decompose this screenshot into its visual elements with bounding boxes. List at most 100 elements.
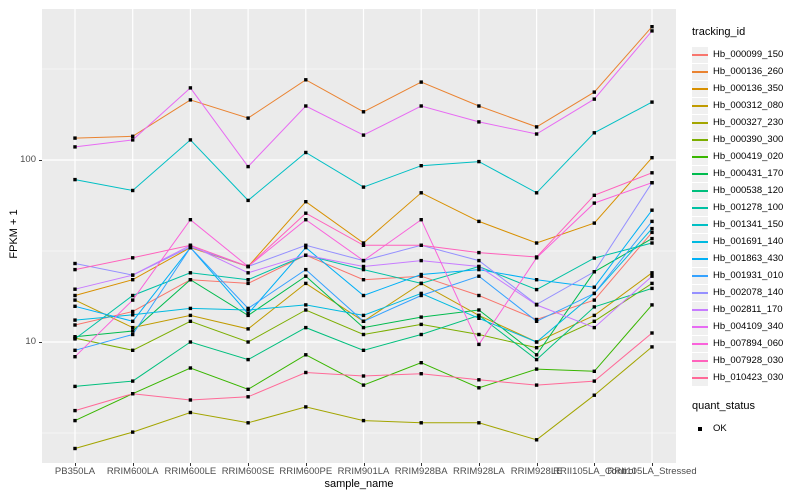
data-point [419,272,423,277]
data-point [592,97,596,101]
legend-item-label: Hb_007928_030 [713,355,784,366]
data-point [188,218,193,222]
legend-item-Hb_001691_140: Hb_001691_140 [692,233,798,250]
data-point [304,281,308,286]
data-point [246,357,250,362]
data-point [592,131,596,135]
data-point [650,171,654,175]
y-tick-mark [39,160,42,161]
legend-item-label: Hb_004109_340 [713,321,784,332]
data-point [419,243,423,247]
data-point [246,313,250,318]
data-point [361,110,366,114]
data-point [131,273,135,277]
y-tick-mark [39,342,42,343]
legend-key-swatch [692,131,708,148]
legend-item-Hb_000327_230: Hb_000327_230 [692,114,798,131]
data-point [73,337,77,341]
data-point [188,410,193,415]
data-point [188,138,193,142]
data-point [73,267,77,272]
data-point [131,138,135,142]
x-tick-mark [132,463,134,466]
legend-key-line [692,240,708,243]
data-point [188,86,193,90]
legend-key-line [692,291,708,294]
legend-item-Hb_002811_170: Hb_002811_170 [692,301,798,318]
legend-item-Hb_001278_100: Hb_001278_100 [692,199,798,216]
x-tick-label-RRIM901LA: RRIM901LA [337,466,390,477]
legend-key-swatch [692,46,708,63]
data-point [534,438,539,442]
legend-item-Hb_000312_080: Hb_000312_080 [692,97,798,114]
legend-item-Hb_000431_170: Hb_000431_170 [692,165,798,182]
data-point [131,379,135,383]
x-tick-mark [190,463,192,466]
data-point [592,193,596,197]
data-point [73,335,77,339]
data-point [419,258,423,263]
legend-item-label: Hb_000312_080 [713,100,784,111]
legend-item-label: Hb_000419_020 [713,151,784,162]
legend-item-Hb_002078_140: Hb_002078_140 [692,284,798,301]
data-point [304,253,308,257]
legend-key-swatch [692,97,708,114]
data-point [534,303,539,307]
y-axis-title: FPKM + 1 [8,209,20,259]
data-point [650,271,654,275]
data-point [419,322,423,327]
data-point [131,313,135,317]
data-point [188,278,193,282]
data-point [361,264,366,269]
data-point [361,374,366,378]
legend-item-Hb_001931_010: Hb_001931_010 [692,267,798,284]
data-point [188,398,193,402]
data-point [477,250,481,255]
legend-key-line [692,274,708,277]
data-point [73,293,77,298]
data-point [304,274,308,278]
legend-key-line [692,223,708,226]
data-point [361,325,366,330]
legend-key-line [692,138,708,141]
x-tick-label-RRII105LA_Control: RRII105LA_Control [553,466,636,477]
data-point [188,306,193,311]
data-point [592,369,596,373]
legend-item-Hb_000136_350: Hb_000136_350 [692,80,798,97]
data-point [304,200,308,204]
legend-item-Hb_010423_030: Hb_010423_030 [692,369,798,386]
data-point [73,177,77,182]
data-point [477,293,481,298]
data-point [246,395,250,399]
data-point [592,313,596,318]
legend-key-line [692,359,708,362]
data-point [73,355,77,359]
data-point [419,80,423,84]
legend-item-label: Hb_001863_430 [713,253,784,264]
data-point [650,25,654,29]
data-point [592,379,596,383]
data-point [477,342,481,347]
data-point [361,348,366,352]
data-point [131,332,135,337]
legend-title-tracking-id: tracking_id [692,26,746,38]
legend-key-line [692,189,708,192]
quant-legend-items: OK [692,420,798,437]
legend-key-swatch [692,165,708,182]
data-point [131,392,135,396]
data-point [304,78,308,82]
legend-key-swatch [692,80,708,97]
data-point [534,132,539,136]
data-point [73,408,77,413]
data-point [477,386,481,390]
data-point [650,100,654,104]
legend-item-label: Hb_010423_030 [713,372,784,383]
data-point [188,340,193,344]
data-point [650,29,654,33]
data-point [477,316,481,320]
data-point [650,281,654,286]
legend-item-Hb_001863_430: Hb_001863_430 [692,250,798,267]
data-point [534,278,539,282]
legend-key-swatch [692,335,708,352]
x-tick-mark [363,463,365,466]
